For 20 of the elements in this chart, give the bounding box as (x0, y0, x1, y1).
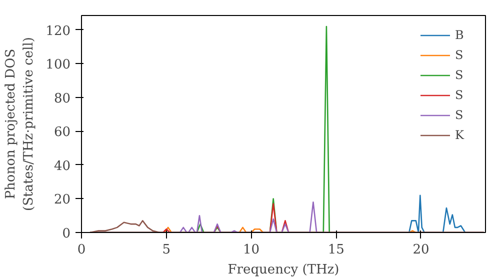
y-tick-label: 40 (54, 158, 71, 174)
legend-label: S (455, 88, 464, 102)
legend-label: K (455, 128, 466, 142)
legend-label: S (455, 108, 464, 122)
y-tick-label: 120 (46, 24, 71, 39)
x-tick-label: 0 (77, 242, 86, 258)
legend-label: S (455, 48, 464, 62)
legend-label: B (455, 28, 465, 42)
y-axis-title: Phonon projected DOS (States/THz·primitive cell) (4, 36, 37, 211)
legend-label: S (455, 68, 464, 82)
x-tick-label: 10 (242, 242, 260, 258)
x-tick-label: 5 (162, 242, 171, 258)
x-tick-label: 20 (412, 242, 430, 258)
x-tick-label: 15 (328, 242, 344, 258)
y-tick-label: 80 (54, 91, 71, 106)
y-tick-label: 20 (54, 192, 71, 208)
y-tick-label: 60 (54, 125, 71, 140)
x-axis-title: Frequency (THz) (228, 262, 340, 278)
y-tick-label: 0 (62, 226, 71, 242)
y-tick-label: 100 (46, 58, 71, 73)
